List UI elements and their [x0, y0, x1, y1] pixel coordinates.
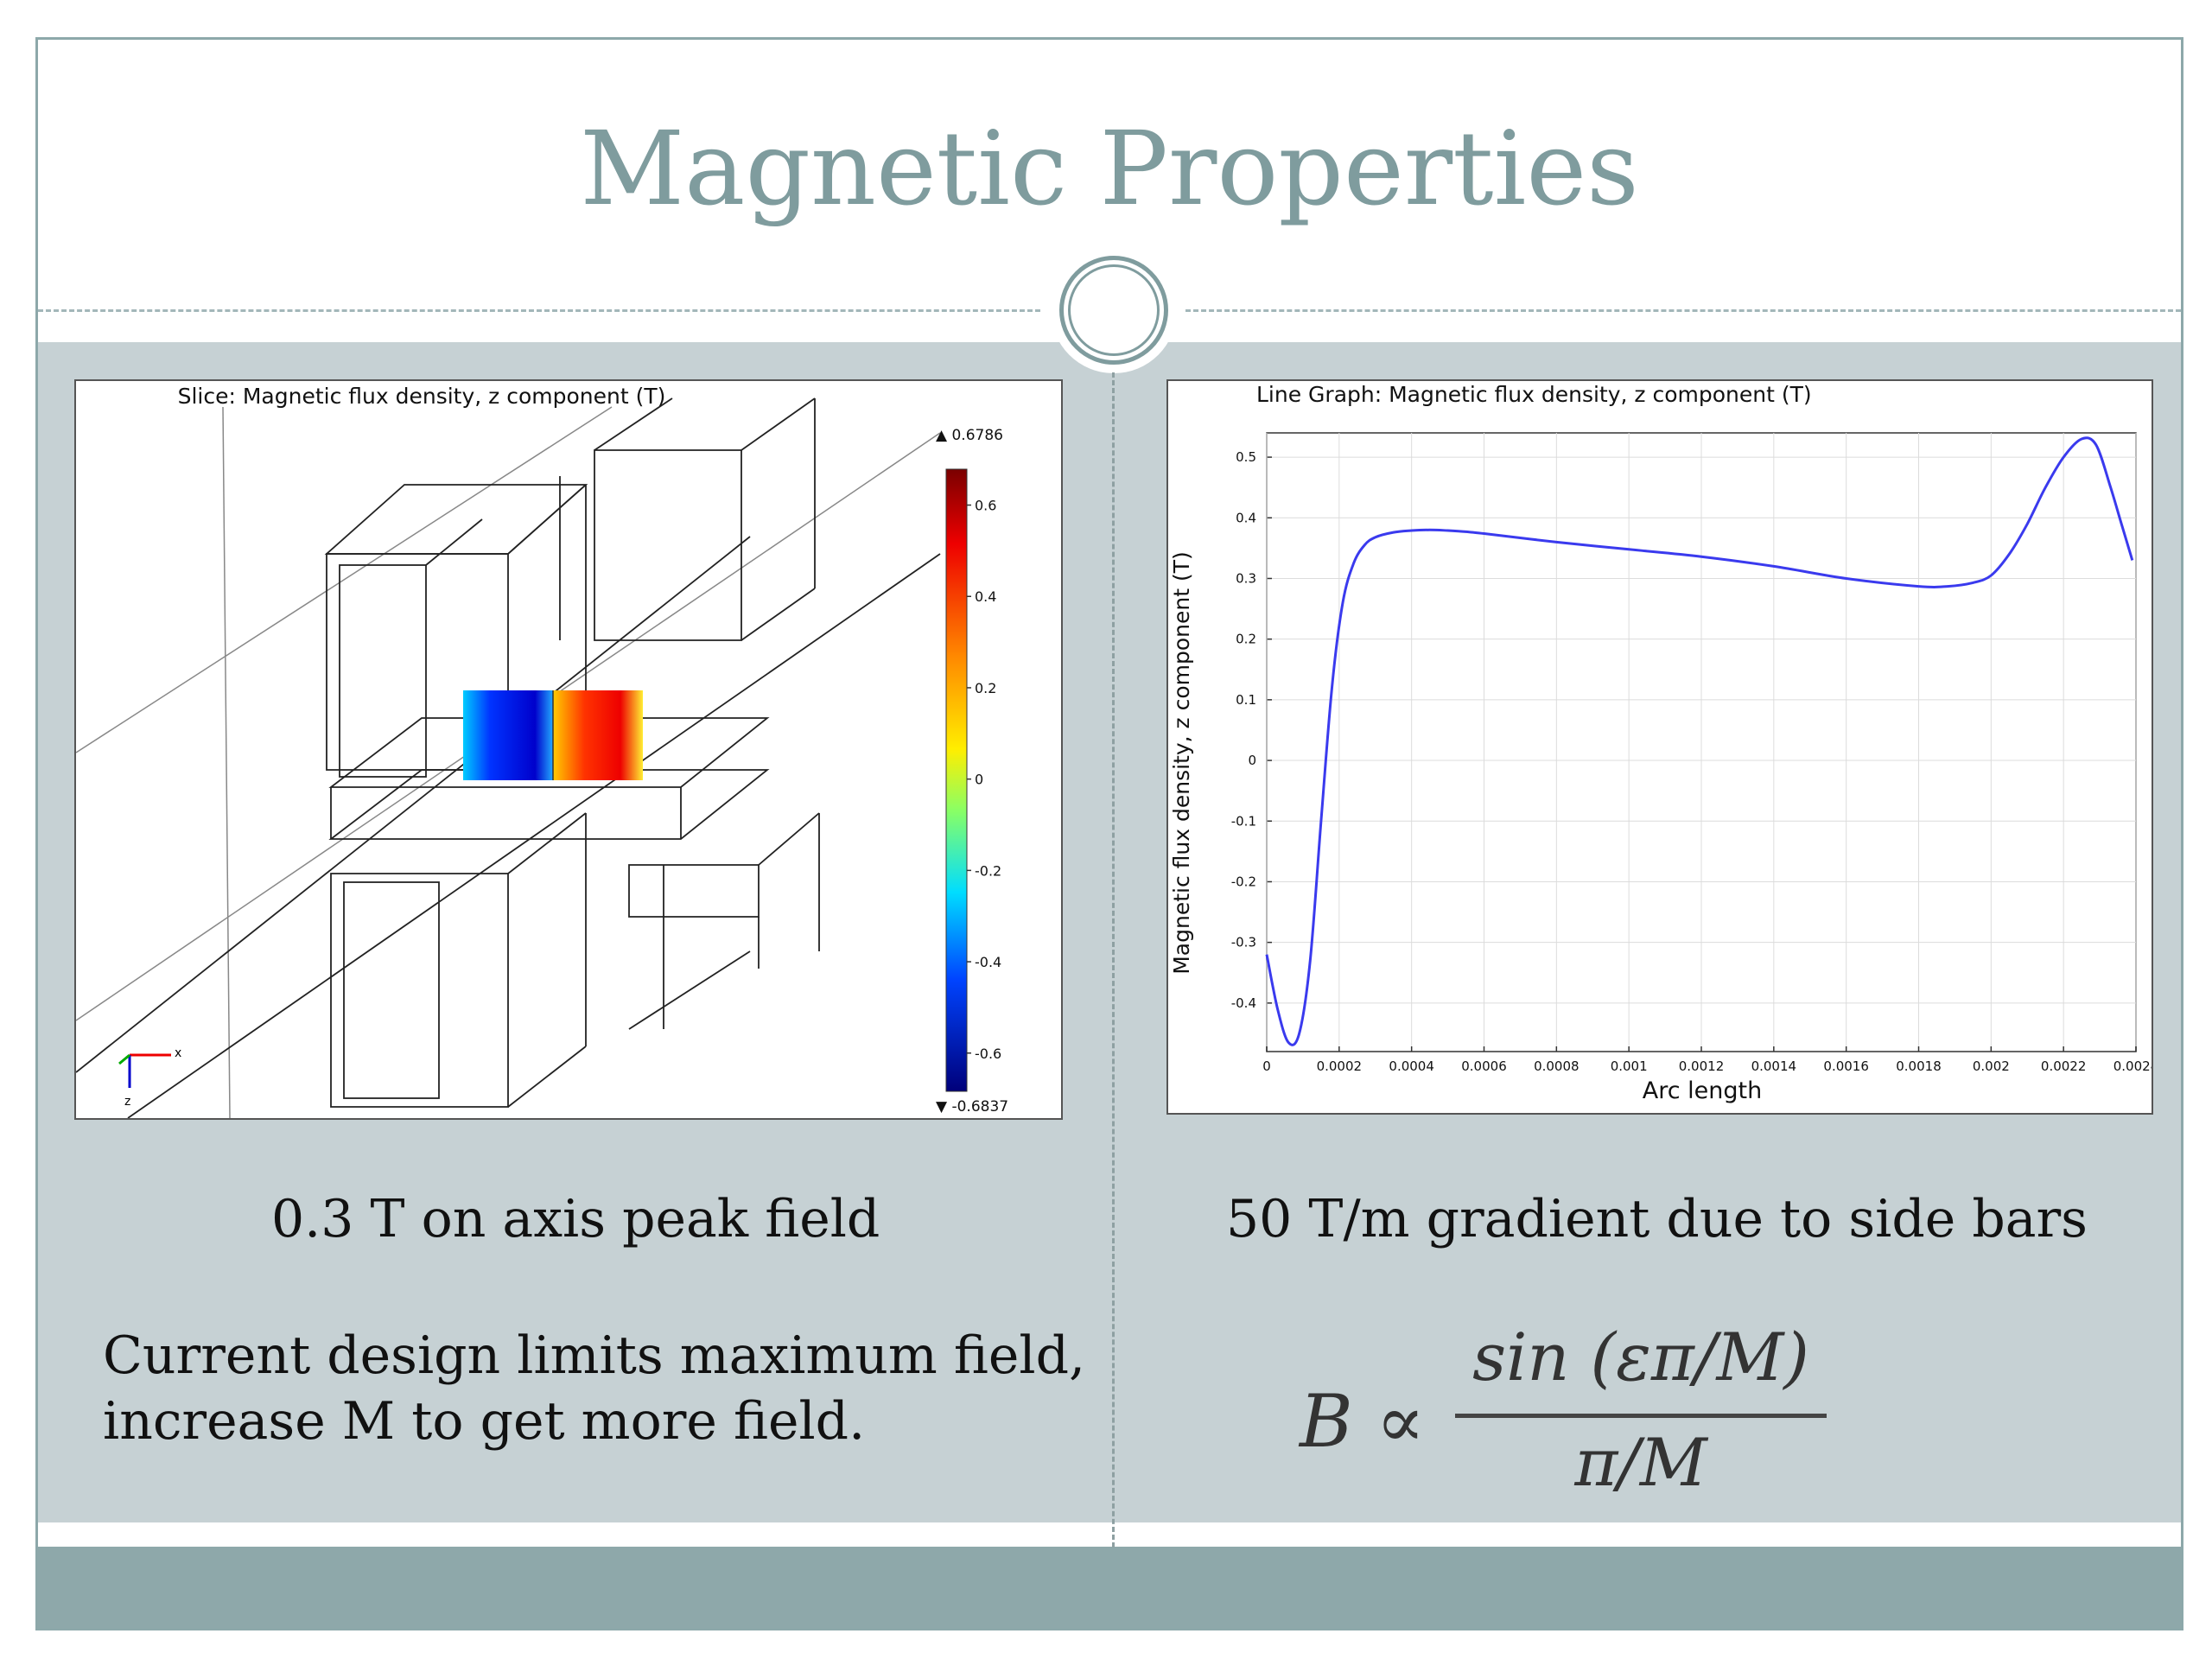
x-tick-label: 0 — [1262, 1058, 1271, 1074]
colorbar-tick-label: -0.6 — [975, 1046, 1001, 1062]
magnet-wireframe — [76, 397, 941, 1118]
left-caption: 0.3 T on axis peak field — [271, 1189, 880, 1249]
design-note-line-2: increase M to get more field. — [103, 1391, 866, 1452]
line-graph-svg: Line Graph: Magnetic flux density, z com… — [1169, 382, 2152, 1104]
x-tick-label: 0.0024 — [2113, 1058, 2152, 1074]
footer-bar — [38, 1547, 2181, 1628]
slide: Magnetic Properties — [35, 37, 2183, 1630]
y-tick-label: 0.5 — [1236, 449, 1256, 465]
title-divider-left — [38, 309, 1040, 312]
x-tick-label: 0.0006 — [1461, 1058, 1507, 1074]
proportionality-formula: B ∝ sin (επ/M) π/M — [1300, 1319, 1904, 1517]
design-note-line-1: Current design limits maximum field, — [103, 1325, 1086, 1386]
colorbar-tick-label: 0.6 — [975, 498, 996, 514]
colorbar-max: ▲ 0.6786 — [936, 427, 1003, 444]
chart-grid — [1266, 432, 2137, 1052]
slice-plot-figure: Slice: Magnetic flux density, z componen… — [74, 379, 1063, 1120]
x-tick-label: 0.001 — [1611, 1058, 1648, 1074]
y-tick-label: 0 — [1248, 753, 1256, 768]
y-tick-label: -0.2 — [1231, 874, 1256, 889]
y-tick-label: -0.3 — [1231, 935, 1256, 950]
line-graph-figure: Line Graph: Magnetic flux density, z com… — [1166, 379, 2153, 1115]
colorbar-tick-labels: 0.6 0.4 0.2 0 -0.2 -0.4 -0.6 — [967, 498, 1001, 1062]
slice-plot-title: Slice: Magnetic flux density, z componen… — [178, 384, 666, 409]
x-axis-label: Arc length — [1643, 1077, 1762, 1104]
y-axis-label: Magnetic flux density, z component (T) — [1169, 551, 1194, 975]
x-tick-label: 0.0016 — [1823, 1058, 1869, 1074]
x-tick-label: 0.0022 — [2041, 1058, 2087, 1074]
svg-text:z: z — [124, 1095, 130, 1109]
x-tick-label: 0.0008 — [1534, 1058, 1580, 1074]
series-line — [1265, 436, 2134, 1046]
x-tick-label: 0.002 — [1973, 1058, 2010, 1074]
y-tick-label: 0.1 — [1236, 692, 1256, 708]
x-tick-label: 0.0018 — [1896, 1058, 1942, 1074]
column-divider — [1112, 372, 1115, 1548]
y-tick-label: -0.1 — [1231, 813, 1256, 829]
y-tick-label: 0.2 — [1236, 632, 1256, 647]
colorbar-tick-label: -0.2 — [975, 862, 1001, 879]
colorbar-tick-label: -0.4 — [975, 954, 1001, 970]
x-tick-label: 0.0012 — [1679, 1058, 1725, 1074]
flux-slice-positive — [553, 690, 643, 780]
x-tick-labels: 0 0.0002 0.0004 0.0006 0.0008 0.001 0.0012 0.00… — [1262, 1058, 2152, 1074]
axes-triad: x z — [118, 1046, 181, 1109]
y-tick-label: -0.4 — [1231, 995, 1256, 1011]
chart-title: Line Graph: Magnetic flux density, z com… — [1256, 382, 1812, 407]
right-caption: 50 T/m gradient due to side bars — [1226, 1189, 2088, 1249]
svg-text:x: x — [175, 1046, 181, 1060]
colorbar-tick-label: 0.2 — [975, 680, 996, 696]
x-tick-label: 0.0004 — [1389, 1058, 1434, 1074]
formula-fraction-bar — [1455, 1414, 1827, 1418]
formula-lhs: B ∝ — [1300, 1379, 1426, 1464]
formula-numerator: sin (επ/M) — [1472, 1319, 1809, 1395]
title-divider-right — [1185, 309, 2181, 312]
x-tick-label: 0.0014 — [1751, 1058, 1797, 1074]
slide-title: Magnetic Properties — [580, 109, 1639, 228]
y-tick-label: 0.3 — [1236, 570, 1256, 586]
flux-slice-negative — [463, 690, 553, 780]
colorbar — [945, 468, 968, 1092]
slice-plot-svg: Slice: Magnetic flux density, z componen… — [76, 384, 1008, 1118]
colorbar-min: ▼ -0.6837 — [936, 1098, 1008, 1116]
colorbar-tick-label: 0.4 — [975, 588, 996, 605]
formula-denominator: π/M — [1574, 1424, 1707, 1501]
y-tick-labels: 0.5 0.4 0.3 0.2 0.1 0 -0.1 -0.2 -0.3 -0.4 — [1231, 449, 1256, 1011]
y-tick-label: 0.4 — [1236, 510, 1256, 525]
colorbar-tick-label: 0 — [975, 772, 983, 788]
circle-ornament-icon — [1051, 247, 1177, 373]
x-tick-label: 0.0002 — [1317, 1058, 1363, 1074]
